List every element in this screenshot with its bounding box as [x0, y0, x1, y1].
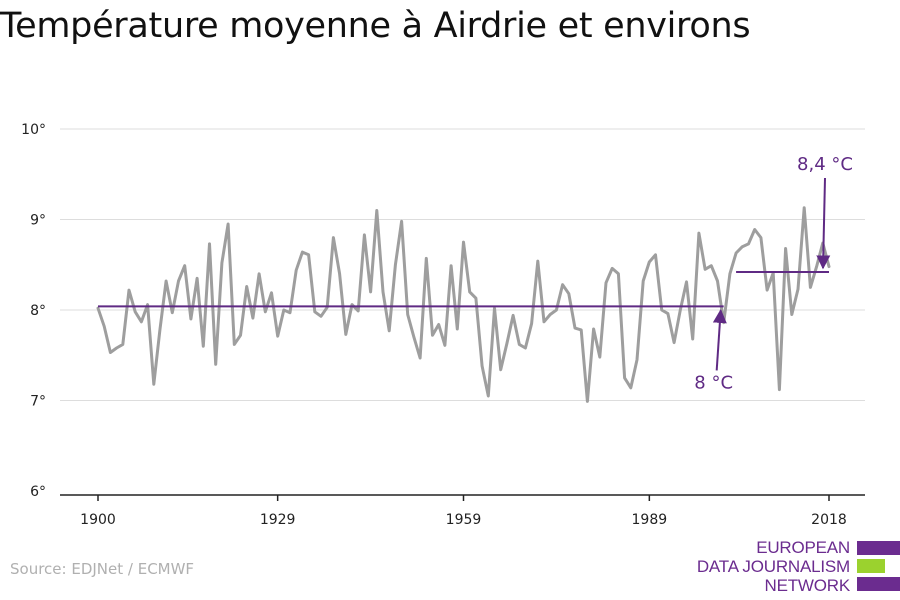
y-tick-label-7: 7°: [30, 394, 46, 410]
annotation-label-84c: 8,4 °C: [797, 154, 853, 175]
y-axis-tick-labels: 6° 7° 8° 9° 10°: [21, 122, 46, 500]
logo-text-line-3: NETWORK: [764, 576, 851, 595]
line-chart: 6° 7° 8° 9° 10° 1900 1929 1959 1989 2018 8 °C 8,4…: [21, 122, 865, 528]
x-tick-label-1959: 1959: [446, 512, 482, 528]
x-tick-label-1929: 1929: [260, 512, 296, 528]
series-line-0: [96, 206, 831, 403]
x-axis: 1900 1929 1959 1989 2018: [60, 494, 865, 528]
grid-layer: [60, 128, 865, 401]
series-layer: [96, 206, 831, 403]
y-tick-label-8: 8°: [30, 303, 46, 319]
source-text: Source: EDJNet / ECMWF: [10, 560, 195, 578]
y-tick-label-6: 6°: [30, 484, 46, 500]
y-tick-label-10: 10°: [21, 122, 46, 138]
annotation-arrow-84c: [816, 177, 831, 270]
logo-bar-green: [857, 559, 885, 573]
annotation-arrow-8c: [712, 308, 727, 371]
x-tick-label-1900: 1900: [80, 512, 116, 528]
annotation-label-8c: 8 °C: [694, 372, 733, 393]
x-tick-label-2018: 2018: [811, 512, 847, 528]
annotations: 8 °C 8,4 °C: [694, 154, 853, 393]
logo-bar-purple-bottom: [857, 577, 900, 591]
logo-text-line-1: EUROPEAN: [756, 538, 850, 557]
chart-title: Température moyenne à Airdrie et environ…: [0, 6, 751, 46]
edjnet-logo: EUROPEAN DATA JOURNALISM NETWORK: [696, 530, 900, 596]
logo-bar-purple-top: [857, 541, 900, 555]
y-tick-label-9: 9°: [30, 213, 46, 229]
x-tick-label-1989: 1989: [632, 512, 668, 528]
logo-text-line-2: DATA JOURNALISM: [696, 557, 850, 576]
reference-lines: [98, 270, 829, 308]
